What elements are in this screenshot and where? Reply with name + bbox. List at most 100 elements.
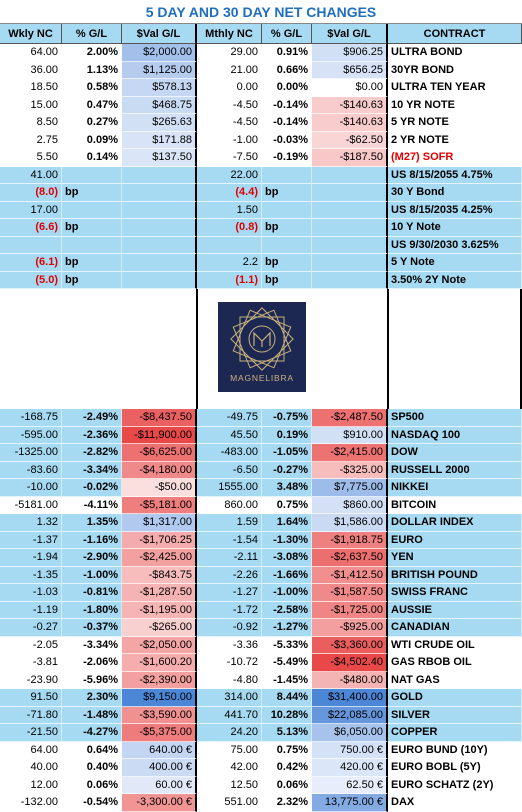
- row: (8.0) bp (4.4) bp 30 Y Bond: [0, 184, 522, 202]
- cell: 40.00: [0, 759, 62, 777]
- header-cell: % G/L: [62, 24, 122, 44]
- cell: [62, 201, 122, 219]
- cell: $860.00: [312, 496, 388, 514]
- header-cell: $Val G/L: [122, 24, 197, 44]
- cell: -$5,375.00: [122, 724, 197, 742]
- cell: -$140.63: [312, 96, 388, 114]
- cell: 0.66%: [262, 61, 312, 79]
- cell: -3.36: [197, 636, 262, 654]
- row: -83.60 -3.34% -$4,180.00 -6.50 -0.27% -$325.0…: [0, 461, 522, 479]
- cell: -$925.00: [312, 619, 388, 637]
- cell: 1.35%: [62, 514, 122, 532]
- cell: 2 YR NOTE: [388, 131, 522, 149]
- cell: -0.27%: [262, 461, 312, 479]
- cell: -1.03: [0, 584, 62, 602]
- cell: [312, 201, 388, 219]
- header-cell: Wkly NC: [0, 24, 62, 44]
- cell: $265.63: [122, 114, 197, 132]
- row: -5181.00 -4.11% -$5,181.00 860.00 0.75% $860.…: [0, 496, 522, 514]
- cell: 21.00: [197, 61, 262, 79]
- cell: -4.80: [197, 671, 262, 689]
- cell: -1.37: [0, 531, 62, 549]
- logo-ornament: [239, 316, 285, 362]
- cell: US 8/15/2055 4.75%: [388, 166, 522, 184]
- cell: -1.19: [0, 601, 62, 619]
- cell: [0, 236, 62, 254]
- cell: -2.90%: [62, 549, 122, 567]
- cell: 0.27%: [62, 114, 122, 132]
- row: 64.00 2.00% $2,000.00 29.00 0.91% $906.25 ULTR…: [0, 44, 522, 62]
- cell: NAT GAS: [388, 671, 522, 689]
- cell: -0.19%: [262, 149, 312, 167]
- cell: [262, 201, 312, 219]
- cell: $906.25: [312, 44, 388, 62]
- row: -0.27 -0.37% -$265.00 -0.92 -1.27% -$925.00 CA…: [0, 619, 522, 637]
- cell: 441.70: [197, 706, 262, 724]
- cell: -0.14%: [262, 96, 312, 114]
- cell: 1.59: [197, 514, 262, 532]
- row: 17.00 1.50 US 8/15/2035 4.25%: [0, 201, 522, 219]
- cell: $910.00: [312, 426, 388, 444]
- cell: -3.34%: [62, 461, 122, 479]
- cell: bp: [62, 219, 122, 237]
- cell: DOW: [388, 444, 522, 462]
- cell: (M27) SOFR: [388, 149, 522, 167]
- cell: 0.75%: [262, 741, 312, 759]
- cell: 750.00 €: [312, 741, 388, 759]
- cell: 17.00: [0, 201, 62, 219]
- cell: -2.11: [197, 549, 262, 567]
- cell: [122, 254, 197, 272]
- cell: 2.00%: [62, 44, 122, 62]
- cell: -$1,587.50: [312, 584, 388, 602]
- cell: -1.72: [197, 601, 262, 619]
- cell: 41.00: [0, 166, 62, 184]
- cell: -0.27: [0, 619, 62, 637]
- cell: [197, 236, 262, 254]
- cell: ULTRA TEN YEAR: [388, 79, 522, 97]
- row: 15.00 0.47% $468.75 -4.50 -0.14% -$140.63 10 Y…: [0, 96, 522, 114]
- cell: [312, 184, 388, 202]
- cell: -$1,287.50: [122, 584, 197, 602]
- row: US 9/30/2030 3.625%: [0, 236, 522, 254]
- cell: bp: [262, 271, 312, 289]
- cell: 0.47%: [62, 96, 122, 114]
- row: -21.50 -4.27% -$5,375.00 24.20 5.13% $6,050.0…: [0, 724, 522, 742]
- cell: $31,400.00: [312, 689, 388, 707]
- row: 36.00 1.13% $1,125.00 21.00 0.66% $656.25 30YR…: [0, 61, 522, 79]
- cell: -$4,180.00: [122, 461, 197, 479]
- row: (6.6) bp (0.8) bp 10 Y Note: [0, 219, 522, 237]
- cell: 13,775.00 €: [312, 794, 388, 812]
- cell: 8.44%: [262, 689, 312, 707]
- row: 40.00 0.40% 400.00 €42.00 0.42% 420.00 € EURO…: [0, 759, 522, 777]
- cell: -$1,195.00: [122, 601, 197, 619]
- cell: -0.81%: [62, 584, 122, 602]
- cell: -2.05: [0, 636, 62, 654]
- cell: WTI CRUDE OIL: [388, 636, 522, 654]
- cell: $0.00: [312, 79, 388, 97]
- cell: $1,125.00: [122, 61, 197, 79]
- cell: -4.27%: [62, 724, 122, 742]
- row: -132.00 -0.54% -3,300.00 €551.00 2.32% 13,77…: [0, 794, 522, 812]
- logo-monogram: [253, 331, 271, 347]
- cell: -$1,725.00: [312, 601, 388, 619]
- cell: EURO BOBL (5Y): [388, 759, 522, 777]
- cell: [262, 166, 312, 184]
- cell: $1,317.00: [122, 514, 197, 532]
- logo-ornament: [232, 309, 292, 369]
- cell: 91.50: [0, 689, 62, 707]
- cell: 1.13%: [62, 61, 122, 79]
- cell: (6.1): [0, 254, 62, 272]
- cell: $6,050.00: [312, 724, 388, 742]
- cell: -4.11%: [62, 496, 122, 514]
- cell: bp: [262, 219, 312, 237]
- cell: 24.20: [197, 724, 262, 742]
- cell: bp: [62, 254, 122, 272]
- cell: -6.50: [197, 461, 262, 479]
- row: 18.50 0.58% $578.13 0.00 0.00% $0.00 ULTRA TEN…: [0, 79, 522, 97]
- cell: -4.50: [197, 96, 262, 114]
- cell: $137.50: [122, 149, 197, 167]
- cell: -168.75: [0, 409, 62, 427]
- cell: bp: [62, 271, 122, 289]
- cell: [262, 236, 312, 254]
- header-cell: Mthly NC: [197, 24, 262, 44]
